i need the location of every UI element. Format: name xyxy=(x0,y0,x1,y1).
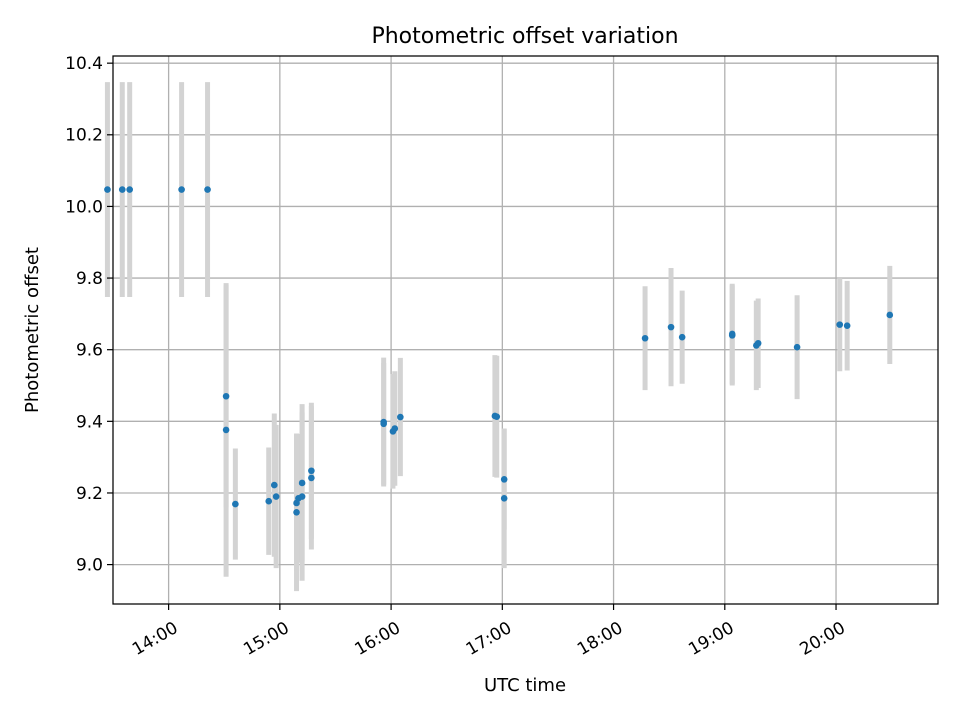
data-point xyxy=(222,426,230,434)
data-point xyxy=(222,392,230,400)
y-tick-label: 10.4 xyxy=(65,54,103,74)
data-point xyxy=(493,413,501,420)
y-tick-label: 9.2 xyxy=(76,484,103,504)
data-point xyxy=(667,323,675,331)
y-tick-label: 9.4 xyxy=(76,412,103,432)
data-point xyxy=(204,186,211,193)
data-point xyxy=(293,509,300,516)
y-tick-label: 9.0 xyxy=(76,556,103,576)
y-axis-ticks: 9.0 9.2 9.4 9.6 9.8 10.0 10.2 10.4 xyxy=(65,54,113,576)
data-point xyxy=(886,311,894,319)
data-point xyxy=(272,493,280,500)
data-point xyxy=(308,467,315,475)
data-point xyxy=(265,497,273,505)
chart-title: Photometric offset variation xyxy=(371,24,678,49)
data-point xyxy=(754,339,762,347)
grid-lines xyxy=(113,56,938,604)
data-point xyxy=(380,418,387,426)
data-point xyxy=(308,474,315,482)
plot-frame xyxy=(112,55,939,605)
data-points xyxy=(104,186,894,516)
data-point xyxy=(793,343,801,351)
data-point xyxy=(397,413,404,421)
data-point xyxy=(500,495,508,502)
y-tick-label: 9.6 xyxy=(76,341,103,361)
y-axis-label: Photometric offset xyxy=(22,247,43,413)
data-point xyxy=(118,186,126,193)
y-tick-label: 9.8 xyxy=(76,269,103,289)
data-point xyxy=(836,321,844,328)
data-point xyxy=(104,186,111,193)
data-point xyxy=(232,500,239,508)
data-point xyxy=(843,322,851,330)
data-point xyxy=(500,476,508,483)
data-point xyxy=(678,333,686,341)
data-point xyxy=(391,425,399,432)
y-tick-label: 10.2 xyxy=(65,126,103,146)
data-point xyxy=(298,479,306,487)
data-point xyxy=(178,186,185,193)
data-point xyxy=(270,481,278,489)
data-point xyxy=(728,330,736,338)
data-point xyxy=(126,186,133,193)
x-axis-label: UTC time xyxy=(484,675,566,696)
y-tick-label: 10.0 xyxy=(65,197,103,217)
data-point xyxy=(298,493,306,500)
data-point xyxy=(641,334,649,342)
